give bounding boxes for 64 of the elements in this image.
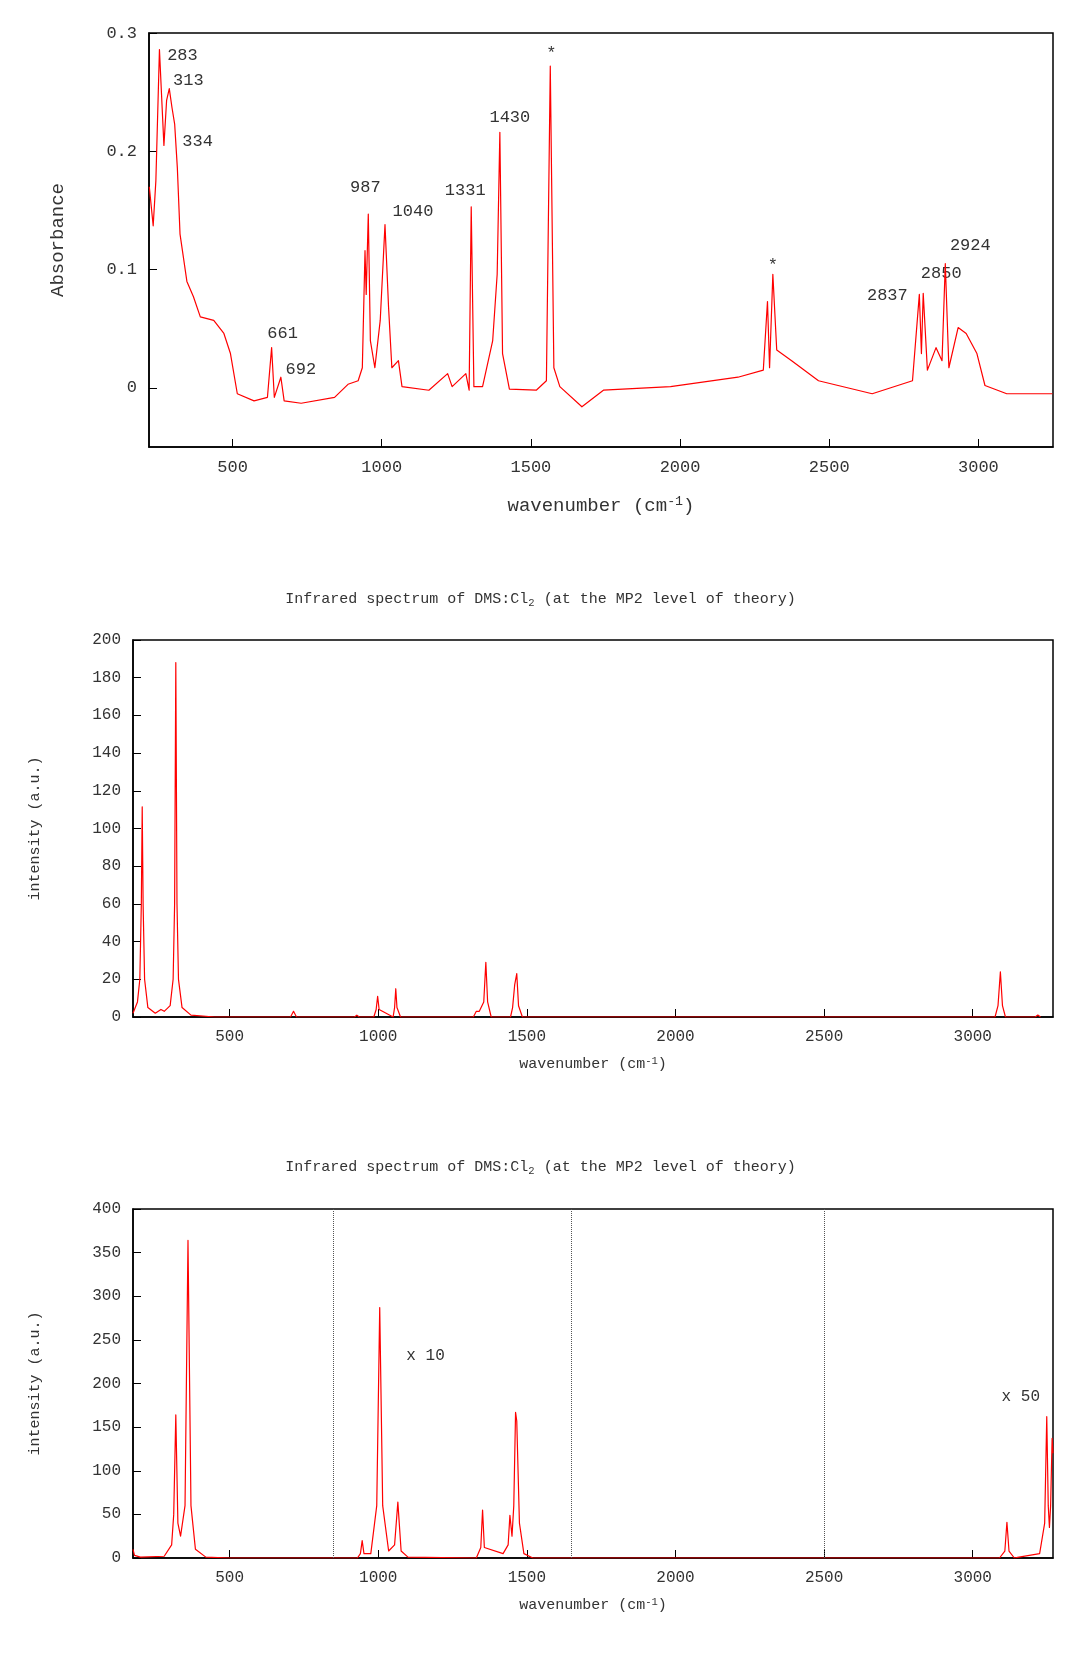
y-axis-title: Absorbance [46,182,69,298]
annotation: 987 [349,178,381,198]
annotation: 313 [172,71,204,91]
annotation: * [546,43,557,63]
y-tick-label: 100 [92,819,121,838]
annotation: 661 [267,324,298,344]
y-tick-label: 350 [92,1243,121,1262]
annotation: 2924 [949,236,991,256]
y-tick-label: 120 [92,781,121,800]
y-axis-title: intensity (a.u.) [27,756,44,901]
x-tick-label: 500 [217,458,248,477]
x-tick-label: 3000 [953,1569,992,1587]
annotation: 1430 [489,107,531,127]
y-tick-label: 250 [92,1330,121,1349]
y-axis-title: intensity (a.u.) [27,1311,44,1456]
y-tick-label: 40 [101,932,121,951]
x-tick-label: 1500 [507,1569,547,1587]
x-tick-label: 2000 [659,458,701,477]
x-tick-label: 3000 [958,458,999,477]
chart-title: Infrared spectrum of DMS:Cl2 (at the MP2 level of theory) [285,591,796,609]
y-tick-label: 140 [92,744,121,763]
y-tick-label: 0 [126,378,137,398]
y-tick-label: 20 [101,970,121,989]
annotation: 1040 [392,202,434,222]
annotation: 1331 [444,181,486,201]
x-tick-label: 2000 [656,1028,695,1046]
x-tick-label: 1000 [359,1569,398,1587]
x-tick-label: 2500 [804,1569,844,1587]
chart-title: Infrared spectrum of DMS:Cl2 (at the MP2 level of theory) [285,1159,796,1177]
y-tick-label: 0 [111,1008,121,1026]
annotation: 692 [285,359,317,379]
x-tick-label: 1000 [359,1028,398,1046]
y-tick-label: 200 [92,631,121,649]
y-tick-label: 160 [92,706,121,725]
annotation: * [767,255,778,275]
y-tick-label: 300 [92,1287,121,1306]
x-tick-label: 3000 [953,1028,992,1046]
x-tick-label: 1500 [510,458,552,477]
y-tick-label: 200 [92,1374,121,1393]
line-series [148,48,1053,408]
annotation: x 50 [1001,1387,1040,1406]
y-tick-label: 0 [111,1549,121,1567]
y-tick-label: 180 [92,668,121,687]
x-tick-label: 1000 [361,458,403,477]
y-tick-label: 60 [101,894,121,913]
x-tick-label: 2500 [804,1028,844,1046]
y-tick-label: 0.2 [106,141,137,161]
x-tick-label: 2000 [656,1569,695,1587]
y-tick-label: 50 [101,1505,121,1524]
x-tick-label: 500 [215,1028,245,1046]
x-tick-label: 1500 [507,1028,547,1046]
annotation: 283 [167,46,198,66]
y-tick-label: 150 [92,1418,121,1437]
y-tick-label: 0.1 [106,260,137,280]
y-tick-label: 400 [92,1200,121,1218]
y-tick-label: 0.3 [106,23,137,43]
line-series [132,662,1042,1018]
y-tick-label: 80 [101,857,121,876]
annotation: x 10 [406,1346,445,1365]
annotation: 334 [182,131,213,151]
annotation: 2837 [866,285,908,305]
y-tick-label: 100 [92,1461,121,1480]
x-tick-label: 2500 [808,458,850,477]
x-tick-label: 500 [215,1569,245,1587]
